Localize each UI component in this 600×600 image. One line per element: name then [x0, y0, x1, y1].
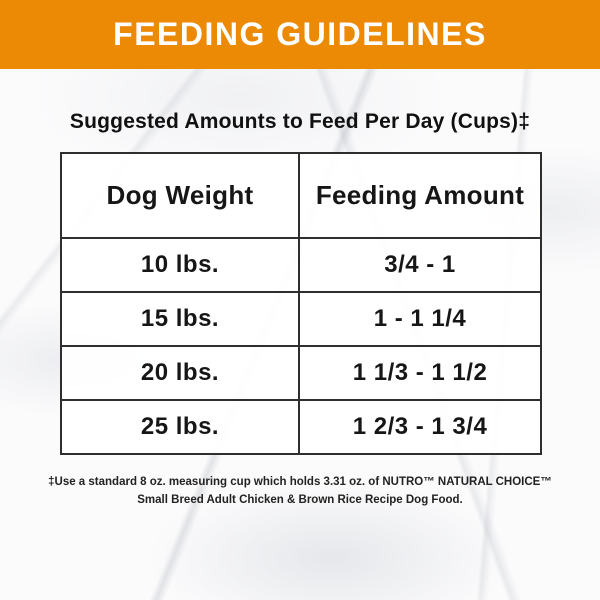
- feeding-amount-cell: 3/4 - 1: [298, 237, 542, 293]
- dog-weight-cell: 15 lbs.: [60, 291, 300, 347]
- feeding-amount-cell: 1 - 1 1/4: [298, 291, 542, 347]
- table-caption: Suggested Amounts to Feed Per Day (Cups)…: [69, 110, 531, 133]
- table-row: 15 lbs. 1 - 1 1/4: [60, 291, 542, 347]
- column-header-dog-weight: Dog Weight: [60, 152, 300, 239]
- footnote-line-2: Small Breed Adult Chicken & Brown Rice R…: [137, 493, 463, 506]
- feeding-amount-cell: 1 1/3 - 1 1/2: [298, 345, 542, 401]
- dog-weight-cell: 20 lbs.: [60, 345, 300, 401]
- banner-title: FEEDING GUIDELINES: [113, 16, 487, 52]
- footnote-line-1: ‡Use a standard 8 oz. measuring cup whic…: [48, 476, 552, 488]
- feeding-guidelines-banner: FEEDING GUIDELINES: [0, 0, 600, 69]
- footnote: ‡Use a standard 8 oz. measuring cup whic…: [30, 474, 570, 510]
- header-row: Dog Weight Feeding Amount: [60, 152, 542, 239]
- dog-weight-cell: 25 lbs.: [60, 399, 300, 455]
- dog-weight-cell: 10 lbs.: [60, 237, 300, 293]
- table-row: 10 lbs. 3/4 - 1: [60, 237, 542, 293]
- table-row: 20 lbs. 1 1/3 - 1 1/2: [60, 345, 542, 401]
- feeding-table-body: 10 lbs. 3/4 - 1 15 lbs. 1 - 1 1/4 20 lbs…: [60, 237, 542, 455]
- feeding-table-header: Dog Weight Feeding Amount: [60, 152, 542, 239]
- column-header-feeding-amount: Feeding Amount: [298, 152, 542, 239]
- feeding-table: Dog Weight Feeding Amount 10 lbs. 3/4 - …: [60, 152, 542, 455]
- feeding-amount-cell: 1 2/3 - 1 3/4: [298, 399, 542, 455]
- table-row: 25 lbs. 1 2/3 - 1 3/4: [60, 399, 542, 455]
